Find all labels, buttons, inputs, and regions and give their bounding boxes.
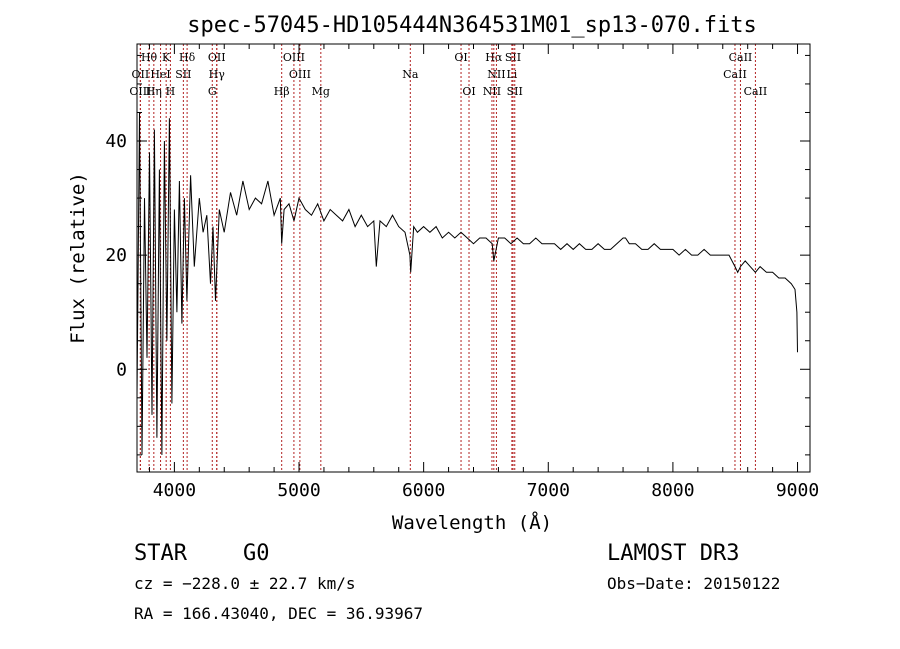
line-label: CaII — [729, 51, 753, 64]
x-tick-label: 6000 — [402, 480, 445, 501]
x-tick-label: 7000 — [527, 480, 570, 501]
y-tick-label: 20 — [105, 245, 127, 266]
redshift-velocity: cz = −228.0 ± 22.7 km/s — [134, 574, 356, 593]
line-label: H — [166, 85, 176, 98]
axes: 4000 5000 6000 7000 8000 9000 0 20 40 — [105, 44, 819, 501]
x-axis-label: Wavelength (Å) — [392, 511, 552, 534]
spectral-subclass: G0 — [243, 541, 270, 566]
line-label: CaII — [744, 85, 768, 98]
line-label: OI — [462, 85, 475, 98]
line-label: OI — [454, 51, 467, 64]
line-label: NII — [483, 85, 501, 98]
line-label: SII — [507, 85, 523, 98]
x-tick-label: 5000 — [277, 480, 320, 501]
line-label: SII — [175, 68, 191, 81]
chart-title: spec-57045-HD105444N364531M01_sp13-070.f… — [187, 13, 757, 38]
line-label: Na — [402, 68, 419, 81]
line-label: Hη — [146, 85, 162, 98]
line-label: OIII — [283, 51, 305, 64]
line-label: OII — [132, 68, 150, 81]
line-label: Hγ — [209, 68, 226, 81]
line-label: G — [208, 85, 217, 98]
observation-date: Obs−Date: 20150122 — [607, 574, 781, 593]
line-label: NII — [487, 68, 505, 81]
line-label: CaII — [723, 68, 747, 81]
line-label: Li — [506, 68, 517, 81]
spectrum-line — [136, 112, 798, 455]
line-label: HeI — [150, 68, 170, 81]
line-label: Hθ — [141, 51, 158, 64]
line-label: OIII — [129, 85, 151, 98]
y-axis-label: Flux (relative) — [67, 172, 89, 344]
x-tick-label: 9000 — [776, 480, 819, 501]
line-label: SII — [505, 51, 521, 64]
plot-area — [136, 112, 798, 455]
line-label: Hβ — [274, 85, 290, 98]
x-tick-label: 8000 — [651, 480, 694, 501]
line-label: Mg — [312, 85, 330, 98]
line-label: Hα — [485, 51, 503, 64]
plot-frame — [136, 43, 811, 473]
x-tick-label: 4000 — [153, 480, 196, 501]
line-label: K — [162, 51, 171, 64]
line-label: Hδ — [179, 51, 196, 64]
y-tick-label: 40 — [105, 131, 127, 152]
sky-coordinates: RA = 166.43040, DEC = 36.93967 — [134, 604, 423, 623]
object-type: STAR — [134, 541, 187, 566]
line-label: OIII — [289, 68, 311, 81]
survey-name: LAMOST DR3 — [607, 541, 740, 566]
y-tick-label: 0 — [116, 359, 127, 380]
